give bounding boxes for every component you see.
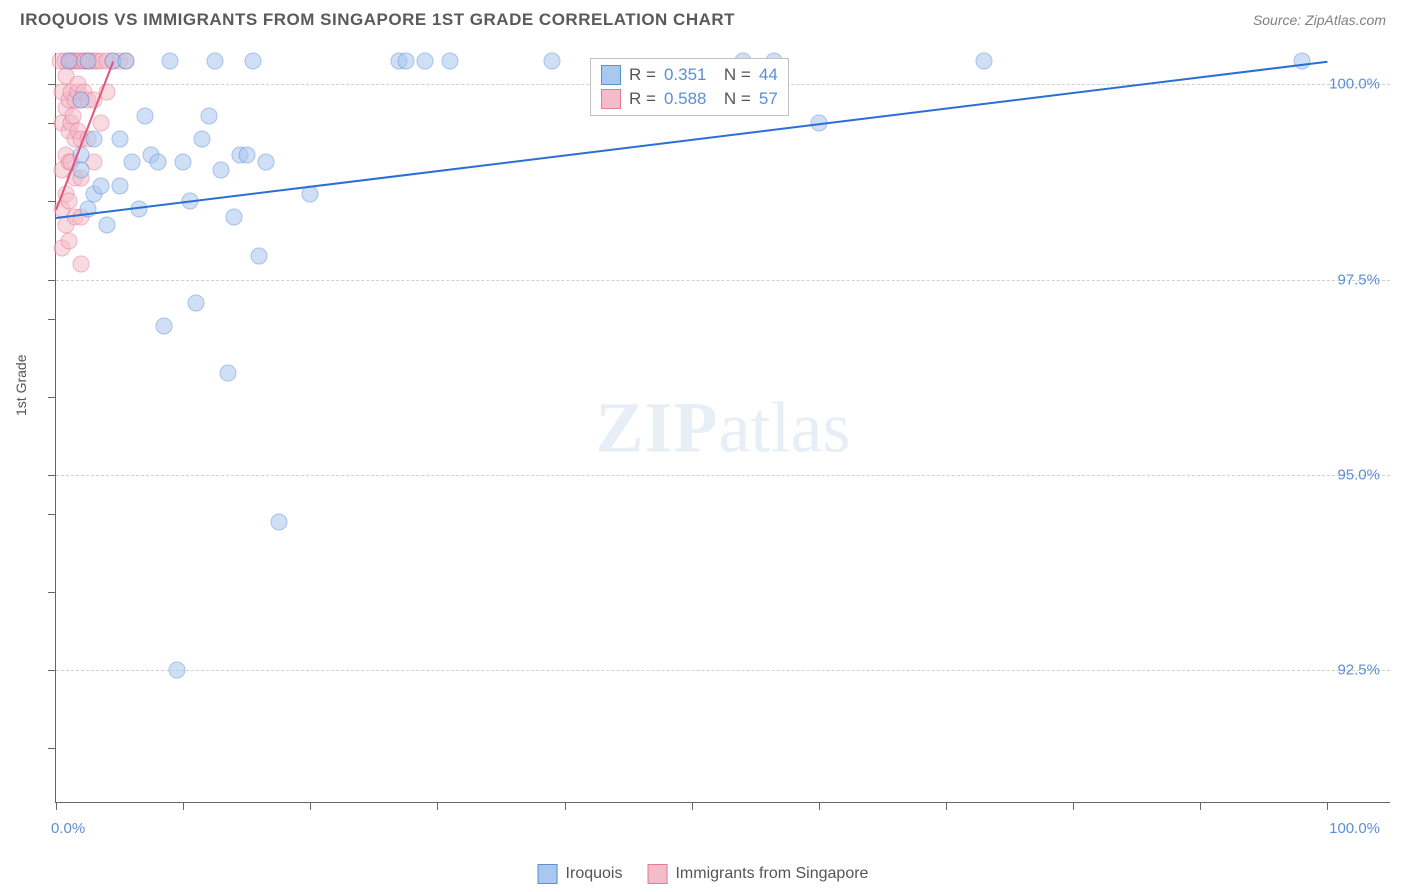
scatter-point [226, 209, 243, 226]
stats-r-label: R = [629, 65, 656, 85]
legend-swatch [538, 864, 558, 884]
y-tick-mark [48, 319, 56, 320]
gridline-h [56, 670, 1390, 671]
scatter-point [149, 154, 166, 171]
stats-n-label: N = [714, 65, 750, 85]
y-tick-label: 100.0% [1329, 76, 1380, 93]
correlation-stats-box: R = 0.351 N = 44R = 0.588 N = 57 [590, 58, 789, 116]
scatter-point [213, 162, 230, 179]
legend-item: Immigrants from Singapore [647, 864, 868, 884]
scatter-point [168, 662, 185, 679]
scatter-point [86, 130, 103, 147]
stats-r-value: 0.351 [664, 65, 707, 85]
scatter-point [73, 255, 90, 272]
scatter-chart: ZIPatlas 1st Grade 92.5%95.0%97.5%100.0%… [55, 53, 1390, 803]
stats-r-value: 0.588 [664, 89, 707, 109]
legend-label: Immigrants from Singapore [675, 865, 868, 883]
stats-swatch [601, 89, 621, 109]
scatter-point [175, 154, 192, 171]
scatter-point [92, 115, 109, 132]
scatter-point [156, 318, 173, 335]
scatter-point [1294, 52, 1311, 69]
scatter-point [60, 193, 77, 210]
chart-source: Source: ZipAtlas.com [1253, 12, 1386, 28]
x-tick-mark [565, 802, 566, 810]
chart-title: IROQUOIS VS IMMIGRANTS FROM SINGAPORE 1S… [20, 10, 735, 30]
scatter-point [416, 52, 433, 69]
x-tick-mark [1073, 802, 1074, 810]
scatter-point [397, 52, 414, 69]
gridline-h [56, 280, 1390, 281]
y-tick-mark [48, 592, 56, 593]
scatter-point [976, 52, 993, 69]
scatter-point [257, 154, 274, 171]
y-tick-label: 97.5% [1337, 271, 1380, 288]
scatter-point [200, 107, 217, 124]
x-tick-mark [183, 802, 184, 810]
x-tick-mark [1200, 802, 1201, 810]
scatter-point [194, 130, 211, 147]
watermark-text: ZIPatlas [596, 386, 851, 469]
stats-n-label: N = [714, 89, 750, 109]
y-tick-label: 92.5% [1337, 662, 1380, 679]
scatter-point [73, 162, 90, 179]
scatter-point [64, 107, 81, 124]
x-axis-max-label: 100.0% [1329, 820, 1380, 837]
legend-item: Iroquois [538, 864, 623, 884]
scatter-point [219, 365, 236, 382]
y-tick-mark [48, 748, 56, 749]
scatter-point [543, 52, 560, 69]
gridline-h [56, 475, 1390, 476]
scatter-point [92, 177, 109, 194]
scatter-point [60, 232, 77, 249]
y-tick-mark [48, 475, 56, 476]
y-tick-label: 95.0% [1337, 466, 1380, 483]
x-tick-mark [692, 802, 693, 810]
scatter-point [137, 107, 154, 124]
scatter-point [111, 177, 128, 194]
scatter-point [111, 130, 128, 147]
legend-swatch [647, 864, 667, 884]
scatter-point [73, 91, 90, 108]
y-tick-mark [48, 280, 56, 281]
y-tick-mark [48, 514, 56, 515]
scatter-point [98, 216, 115, 233]
scatter-point [60, 52, 77, 69]
scatter-point [124, 154, 141, 171]
scatter-point [187, 295, 204, 312]
chart-legend: Iroquois Immigrants from Singapore [538, 864, 869, 884]
stats-swatch [601, 65, 621, 85]
y-axis-title: 1st Grade [13, 354, 29, 415]
x-tick-mark [819, 802, 820, 810]
stats-row: R = 0.588 N = 57 [601, 87, 778, 111]
stats-n-value: 44 [759, 65, 778, 85]
chart-header: IROQUOIS VS IMMIGRANTS FROM SINGAPORE 1S… [0, 0, 1406, 35]
stats-r-label: R = [629, 89, 656, 109]
scatter-point [206, 52, 223, 69]
y-tick-mark [48, 670, 56, 671]
scatter-point [238, 146, 255, 163]
scatter-point [79, 52, 96, 69]
stats-n-value: 57 [759, 89, 778, 109]
x-tick-mark [1327, 802, 1328, 810]
y-tick-mark [48, 397, 56, 398]
scatter-point [442, 52, 459, 69]
x-tick-mark [946, 802, 947, 810]
y-tick-mark [48, 201, 56, 202]
stats-row: R = 0.351 N = 44 [601, 63, 778, 87]
scatter-point [245, 52, 262, 69]
x-tick-mark [56, 802, 57, 810]
x-tick-mark [310, 802, 311, 810]
x-axis-min-label: 0.0% [51, 820, 85, 837]
scatter-point [117, 52, 134, 69]
scatter-point [270, 513, 287, 530]
scatter-point [251, 248, 268, 265]
scatter-point [162, 52, 179, 69]
x-tick-mark [437, 802, 438, 810]
y-tick-mark [48, 84, 56, 85]
legend-label: Iroquois [566, 865, 623, 883]
